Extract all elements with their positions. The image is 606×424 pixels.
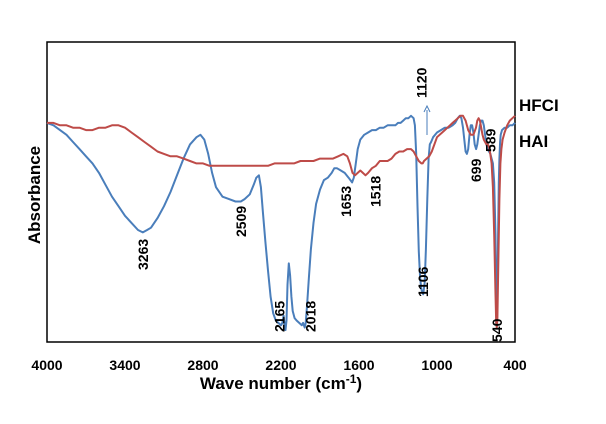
x-ticks-group: 4000 3400 2800 2200 1600 1000 400 <box>31 357 526 373</box>
peak-label-540: 540 <box>489 318 505 342</box>
x-tick-label: 400 <box>503 357 527 373</box>
x-tick-label: 4000 <box>31 357 62 373</box>
x-tick-label: 1000 <box>421 357 452 373</box>
peak-label-2165: 2165 <box>272 301 288 332</box>
series-hai-line <box>47 114 516 329</box>
peak-label-1106: 1106 <box>415 266 431 297</box>
peak-labels-group: 3263 2509 2165 2018 1653 1518 1106 1120 699 589 54… <box>135 67 505 342</box>
curves-group <box>46 114 516 331</box>
legend-hfci: HFCI <box>519 96 559 115</box>
x-axis-title-main: Wave number (cm <box>200 374 346 393</box>
plot-frame <box>46 41 516 343</box>
x-axis-title-sup: -1 <box>346 372 357 386</box>
peak-label-589: 589 <box>482 128 498 152</box>
series-hfci-line <box>46 114 516 331</box>
y-axis-title: Absorbance <box>25 146 44 244</box>
legend-hai: HAI <box>519 132 548 151</box>
x-tick-label: 1600 <box>343 357 374 373</box>
x-tick-label: 2200 <box>265 357 296 373</box>
x-tick-label: 2800 <box>187 357 218 373</box>
peak-label-1120: 1120 <box>413 67 429 98</box>
peak-label-699: 699 <box>468 158 484 182</box>
peak-label-3263: 3263 <box>135 239 151 270</box>
x-tick-label: 3400 <box>109 357 140 373</box>
peak-label-1518: 1518 <box>368 176 384 207</box>
peak-label-1653: 1653 <box>338 186 354 217</box>
peak-label-2018: 2018 <box>303 301 319 332</box>
peak-label-2509: 2509 <box>233 206 249 237</box>
arrow-1120 <box>423 104 431 135</box>
x-axis-title-close: ) <box>356 374 362 393</box>
x-axis-title: Wave number (cm-1) <box>200 372 362 393</box>
